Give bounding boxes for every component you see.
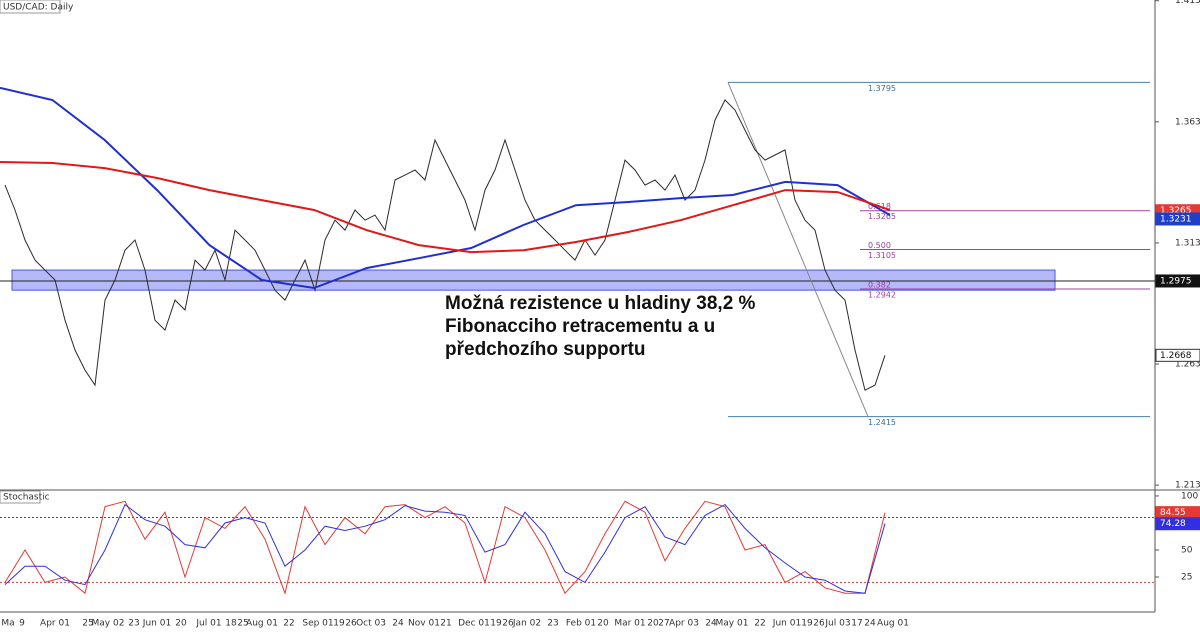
x-tick-label: Jul 03 bbox=[824, 619, 850, 629]
price-tag bbox=[1155, 212, 1200, 226]
x-tick-label: May 01 bbox=[716, 619, 749, 629]
x-tick-label: Jul 01 bbox=[195, 619, 221, 629]
x-tick-label: 24 bbox=[705, 619, 717, 629]
y-tick-label: 50 bbox=[1181, 545, 1193, 555]
indicator-box bbox=[0, 490, 41, 504]
y-tick-label: 1.2632 bbox=[1175, 360, 1200, 370]
price-tag-label: 1.2668 bbox=[1160, 351, 1192, 361]
price-tag-label: 1.3231 bbox=[1160, 214, 1192, 224]
fib-ratio: 0.500 bbox=[868, 241, 891, 250]
fib-price: 1.3265 bbox=[868, 212, 896, 221]
x-tick-label: Aug 01 bbox=[246, 619, 278, 629]
x-tick-label: 26 bbox=[813, 619, 825, 629]
x-tick-label: Apr 01 bbox=[40, 619, 70, 629]
x-tick-label: 19 bbox=[490, 619, 502, 629]
x-tick-label: 23 bbox=[547, 619, 558, 629]
x-tick-label: Aug 01 bbox=[877, 619, 909, 629]
indicator-title: Stochastic bbox=[3, 493, 50, 503]
x-tick-label: 19 bbox=[333, 619, 345, 629]
title-box bbox=[0, 0, 61, 14]
series-line bbox=[0, 161, 891, 254]
annotation: Možná rezistence u hladiny 38,2 % bbox=[445, 293, 756, 314]
x-tick-label: Nov 01 bbox=[408, 619, 440, 629]
y-tick-label: 1.3632 bbox=[1175, 117, 1200, 127]
x-tick-label: 26 bbox=[345, 619, 357, 629]
x-tick-label: Ma bbox=[1, 619, 14, 629]
series-line bbox=[4, 99, 886, 391]
price-tag bbox=[1155, 274, 1200, 288]
chart-title: USD/CAD: Daily bbox=[3, 3, 74, 13]
zone bbox=[11, 269, 1056, 291]
x-tick-label: 24 bbox=[864, 619, 876, 629]
fib-trend bbox=[727, 82, 869, 417]
price-tag-label: 84.55 bbox=[1160, 508, 1186, 518]
fib-high-label: 1.3795 bbox=[868, 84, 896, 93]
x-tick-label: 21 bbox=[440, 619, 451, 629]
fib-price: 1.2942 bbox=[868, 290, 896, 299]
y-tick-label: 1.4132 bbox=[1175, 0, 1200, 6]
x-tick-label: 27 bbox=[658, 619, 669, 629]
x-tick-label: 20 bbox=[647, 619, 659, 629]
x-tick-label: Jan 02 bbox=[512, 619, 541, 629]
fib-low-label: 1.2415 bbox=[868, 418, 896, 427]
x-tick-label: 25 bbox=[237, 619, 248, 629]
x-tick-label: Jun 01 bbox=[772, 619, 801, 629]
x-tick-label: 23 bbox=[128, 619, 139, 629]
x-tick-label: Dec 01 bbox=[458, 619, 490, 629]
y-tick-label: 25 bbox=[1181, 572, 1192, 582]
x-tick-label: 17 bbox=[851, 619, 862, 629]
y-tick-label: 1.2132 bbox=[1175, 481, 1200, 491]
x-tick-label: May 02 bbox=[92, 619, 125, 629]
x-tick-label: 19 bbox=[801, 619, 813, 629]
x-tick-label: 24 bbox=[392, 619, 404, 629]
series-line bbox=[0, 86, 891, 290]
price-tag-label: 74.28 bbox=[1160, 519, 1186, 529]
price-tag-label: 1.2975 bbox=[1160, 276, 1192, 286]
series-line bbox=[4, 500, 886, 595]
x-tick-label: 22 bbox=[283, 619, 294, 629]
y-tick-label: 100 bbox=[1181, 491, 1198, 501]
price-tag bbox=[1155, 517, 1200, 531]
x-tick-label: 20 bbox=[597, 619, 609, 629]
series-line bbox=[4, 503, 886, 594]
price-tag-label: 1.3265 bbox=[1160, 206, 1192, 216]
price-tag bbox=[1155, 348, 1200, 362]
annotation: Fibonacciho retracementu a u bbox=[445, 316, 715, 337]
x-tick-label: Feb 01 bbox=[566, 619, 596, 629]
x-tick-label: 18 bbox=[225, 619, 237, 629]
x-tick-label: Apr 03 bbox=[669, 619, 699, 629]
y-tick-label: 1.3132 bbox=[1175, 238, 1200, 248]
x-tick-label: 22 bbox=[754, 619, 765, 629]
annotation: předchozího supportu bbox=[445, 339, 646, 360]
x-tick-label: 26 bbox=[502, 619, 514, 629]
x-tick-label: Mar 01 bbox=[614, 619, 645, 629]
x-tick-label: 9 bbox=[19, 619, 25, 629]
x-tick-label: 20 bbox=[175, 619, 187, 629]
fib-ratio: 0.382 bbox=[868, 280, 891, 289]
fib-price: 1.3105 bbox=[868, 251, 896, 260]
x-tick-label: Sep 01 bbox=[302, 619, 333, 629]
x-tick-label: 25 bbox=[82, 619, 93, 629]
x-tick-label: Oct 03 bbox=[356, 619, 386, 629]
x-tick-label: Jun 01 bbox=[142, 619, 171, 629]
